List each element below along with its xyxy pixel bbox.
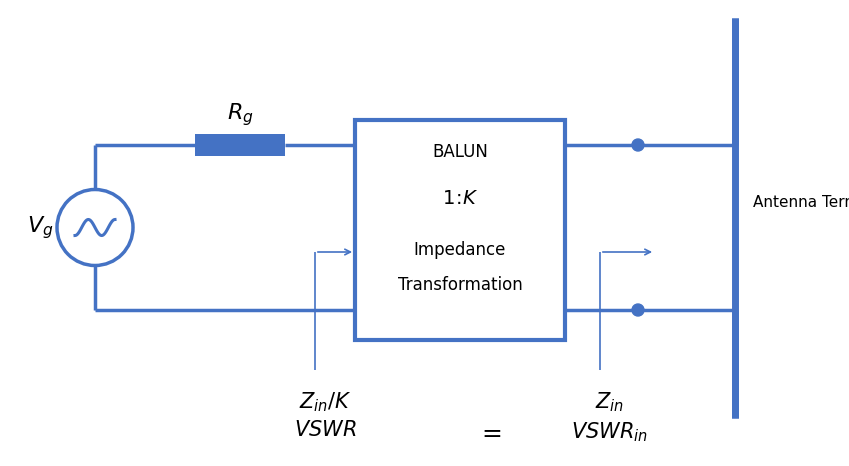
Bar [355, 120, 565, 340]
Circle shape [632, 304, 644, 316]
Text: $VSWR$: $VSWR$ [294, 420, 357, 440]
Text: BALUN: BALUN [432, 143, 488, 161]
Text: Impedance: Impedance [413, 241, 506, 259]
Text: $Z_{in} / K$: $Z_{in} / K$ [299, 390, 351, 414]
Text: $Z_{in}$: $Z_{in}$ [595, 390, 625, 414]
Text: $V_g$: $V_g$ [27, 214, 53, 241]
Circle shape [632, 139, 644, 151]
Text: $1\!:\!K$: $1\!:\!K$ [441, 189, 478, 207]
Text: Transformation: Transformation [397, 276, 522, 294]
Text: Antenna Terminals: Antenna Terminals [753, 195, 849, 210]
Text: $=$: $=$ [477, 420, 503, 444]
Bar [195, 134, 285, 156]
Text: $VSWR_{in}$: $VSWR_{in}$ [571, 420, 649, 444]
Text: $R_g$: $R_g$ [227, 102, 253, 129]
